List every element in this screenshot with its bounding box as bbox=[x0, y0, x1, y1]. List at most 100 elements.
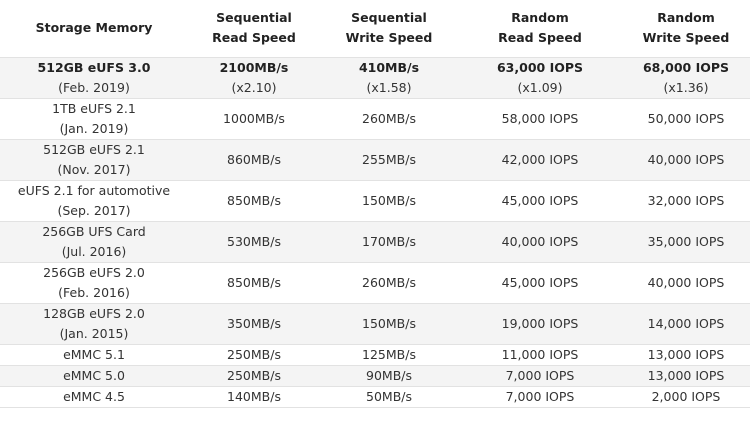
table-cell: 45,000 IOPS bbox=[458, 262, 622, 303]
cell-line: 32,000 IOPS bbox=[647, 192, 725, 208]
table-cell: 11,000 IOPS bbox=[458, 344, 622, 365]
cell-line: (Jul. 2016) bbox=[61, 243, 127, 259]
table-cell: 35,000 IOPS bbox=[622, 221, 750, 262]
table-cell: 850MB/s bbox=[188, 262, 320, 303]
cell-line: (Jan. 2015) bbox=[59, 325, 129, 341]
cell-line: 250MB/s bbox=[227, 367, 281, 383]
cell-line: 410MB/s bbox=[358, 59, 420, 75]
cell-line: 11,000 IOPS bbox=[501, 346, 579, 362]
header-cell: Random Write Speed bbox=[622, 0, 750, 57]
table-cell: 410MB/s (x1.58) bbox=[320, 57, 458, 98]
table-cell: 40,000 IOPS bbox=[622, 139, 750, 180]
table-cell: 1TB eUFS 2.1 (Jan. 2019) bbox=[0, 98, 188, 139]
cell-line: 260MB/s bbox=[362, 110, 416, 126]
cell-line: 140MB/s bbox=[227, 388, 281, 404]
table-row: eMMC 4.5 140MB/s 50MB/s 7,000 IOPS 2,000 IOP… bbox=[0, 386, 750, 407]
cell-line: 150MB/s bbox=[362, 192, 416, 208]
cell-line: 7,000 IOPS bbox=[505, 367, 575, 383]
table-cell: 140MB/s bbox=[188, 386, 320, 407]
table-cell: 850MB/s bbox=[188, 180, 320, 221]
cell-line: 150MB/s bbox=[362, 315, 416, 331]
table-cell: 45,000 IOPS bbox=[458, 180, 622, 221]
header-cell: Sequential Write Speed bbox=[320, 0, 458, 57]
cell-line: Write Speed bbox=[345, 30, 433, 46]
header-row: Storage Memory Sequential Read Speed Sequen… bbox=[0, 0, 750, 57]
cell-line: 90MB/s bbox=[366, 367, 412, 383]
cell-line: 512GB eUFS 3.0 bbox=[37, 59, 151, 75]
table-cell: 2,000 IOPS bbox=[622, 386, 750, 407]
table-cell: 19,000 IOPS bbox=[458, 303, 622, 344]
table-row: 128GB eUFS 2.0 (Jan. 2015) 350MB/s 150MB/s 1… bbox=[0, 303, 750, 344]
table-header: Storage Memory Sequential Read Speed Sequen… bbox=[0, 0, 750, 57]
table-cell: 150MB/s bbox=[320, 180, 458, 221]
table-cell: 260MB/s bbox=[320, 262, 458, 303]
cell-line: 45,000 IOPS bbox=[501, 274, 579, 290]
table-row: eMMC 5.1 250MB/s 125MB/s 11,000 IOPS 13,000 … bbox=[0, 344, 750, 365]
cell-line: 250MB/s bbox=[227, 346, 281, 362]
cell-line: (Feb. 2019) bbox=[58, 79, 130, 95]
table-cell: 13,000 IOPS bbox=[622, 365, 750, 386]
table-cell: 40,000 IOPS bbox=[458, 221, 622, 262]
cell-line: 50MB/s bbox=[366, 388, 412, 404]
cell-line: 50,000 IOPS bbox=[647, 110, 725, 126]
table-cell: eMMC 5.1 bbox=[0, 344, 188, 365]
table-cell: 1000MB/s bbox=[188, 98, 320, 139]
cell-line: 128GB eUFS 2.0 bbox=[43, 305, 145, 321]
table-cell: 90MB/s bbox=[320, 365, 458, 386]
table-cell: 250MB/s bbox=[188, 365, 320, 386]
cell-line: 512GB eUFS 2.1 bbox=[43, 141, 145, 157]
cell-line: (Sep. 2017) bbox=[57, 202, 131, 218]
table-row: 256GB UFS Card (Jul. 2016) 530MB/s 170MB/s 4… bbox=[0, 221, 750, 262]
table-cell: 530MB/s bbox=[188, 221, 320, 262]
table-cell: 255MB/s bbox=[320, 139, 458, 180]
cell-line: 7,000 IOPS bbox=[505, 388, 575, 404]
spec-table: Storage Memory Sequential Read Speed Sequen… bbox=[0, 0, 750, 407]
cell-line: 125MB/s bbox=[362, 346, 416, 362]
table-cell: 512GB eUFS 2.1 (Nov. 2017) bbox=[0, 139, 188, 180]
table-cell: 860MB/s bbox=[188, 139, 320, 180]
table-cell: 50MB/s bbox=[320, 386, 458, 407]
table-cell: 250MB/s bbox=[188, 344, 320, 365]
table-cell: 2100MB/s (x2.10) bbox=[188, 57, 320, 98]
cell-line: 40,000 IOPS bbox=[647, 151, 725, 167]
table-row: 512GB eUFS 3.0 (Feb. 2019) 2100MB/s (x2.10)… bbox=[0, 57, 750, 98]
header-cell: Sequential Read Speed bbox=[188, 0, 320, 57]
cell-line: 13,000 IOPS bbox=[647, 346, 725, 362]
table-cell: 260MB/s bbox=[320, 98, 458, 139]
cell-line: 256GB eUFS 2.0 bbox=[43, 264, 145, 280]
cell-line: eMMC 4.5 bbox=[63, 388, 125, 404]
cell-line: Sequential bbox=[351, 10, 427, 26]
cell-line: 13,000 IOPS bbox=[647, 367, 725, 383]
table-cell: 350MB/s bbox=[188, 303, 320, 344]
cell-line: (Jan. 2019) bbox=[59, 120, 129, 136]
cell-line: 860MB/s bbox=[227, 151, 281, 167]
cell-line: Random bbox=[657, 10, 715, 26]
table-cell: 40,000 IOPS bbox=[622, 262, 750, 303]
table-cell: 7,000 IOPS bbox=[458, 365, 622, 386]
cell-line: Write Speed bbox=[642, 30, 730, 46]
cell-line: 170MB/s bbox=[362, 233, 416, 249]
cell-line: 1000MB/s bbox=[223, 110, 285, 126]
cell-line: 1TB eUFS 2.1 bbox=[52, 100, 136, 116]
table-cell: eMMC 5.0 bbox=[0, 365, 188, 386]
cell-line: (x1.36) bbox=[663, 79, 709, 95]
cell-line: Read Speed bbox=[212, 30, 296, 46]
table-cell: 13,000 IOPS bbox=[622, 344, 750, 365]
table-cell: 50,000 IOPS bbox=[622, 98, 750, 139]
table-row: 512GB eUFS 2.1 (Nov. 2017) 860MB/s 255MB/s 4… bbox=[0, 139, 750, 180]
cell-line: (x1.58) bbox=[366, 79, 412, 95]
header-cell: Random Read Speed bbox=[458, 0, 622, 57]
table-cell: 63,000 IOPS (x1.09) bbox=[458, 57, 622, 98]
cell-line: (Nov. 2017) bbox=[57, 161, 131, 177]
cell-line: 58,000 IOPS bbox=[501, 110, 579, 126]
table-cell: 32,000 IOPS bbox=[622, 180, 750, 221]
cell-line: eUFS 2.1 for automotive bbox=[17, 182, 171, 198]
cell-line: 14,000 IOPS bbox=[647, 315, 725, 331]
cell-line: 45,000 IOPS bbox=[501, 192, 579, 208]
cell-line: 40,000 IOPS bbox=[501, 233, 579, 249]
table-row: 256GB eUFS 2.0 (Feb. 2016) 850MB/s 260MB/s 4… bbox=[0, 262, 750, 303]
table-cell: 150MB/s bbox=[320, 303, 458, 344]
table-cell: 512GB eUFS 3.0 (Feb. 2019) bbox=[0, 57, 188, 98]
table-cell: 125MB/s bbox=[320, 344, 458, 365]
cell-line: 68,000 IOPS bbox=[642, 59, 730, 75]
